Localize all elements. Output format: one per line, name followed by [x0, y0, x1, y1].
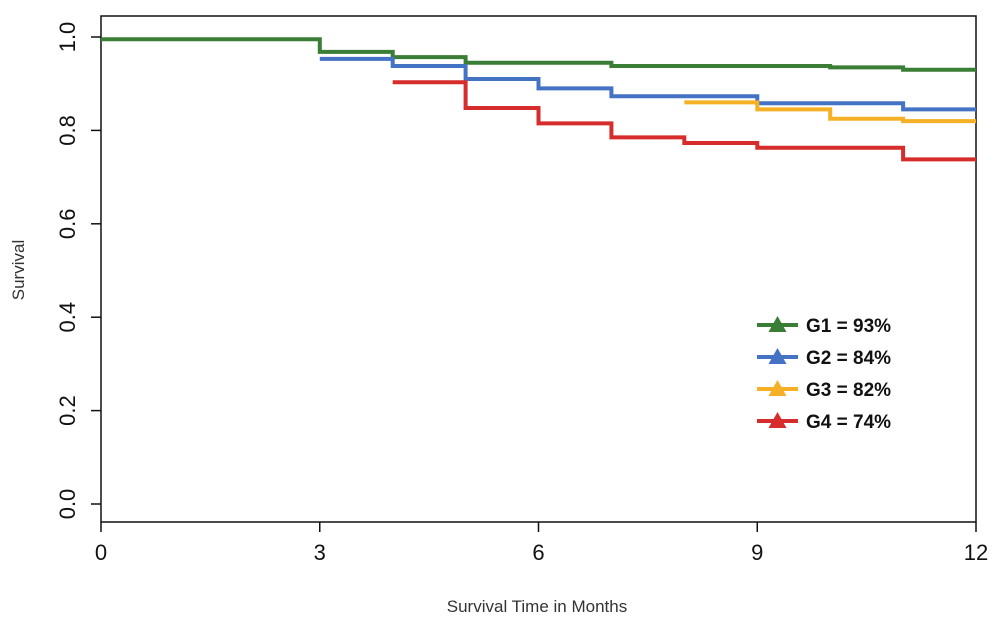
y-tick-label: 0.4	[55, 302, 80, 333]
legend-label-g3: G3 = 82%	[806, 380, 891, 401]
legend: G1 = 93% G2 = 84% G3 = 82% G4 = 74%	[757, 316, 891, 433]
y-tick-label: 0.2	[55, 395, 80, 426]
legend-triangle-icon	[768, 412, 787, 428]
y-axis-title: Survival	[9, 240, 28, 300]
y-tick-label: 0.6	[55, 209, 80, 240]
y-tick-label: 0.0	[55, 489, 80, 520]
legend-label-g2: G2 = 84%	[806, 348, 891, 369]
legend-triangle-icon	[768, 380, 787, 396]
series-line-g3	[684, 100, 976, 124]
series-lines	[101, 37, 976, 162]
axes: 0 3 6 9 12 0.0 0.2 0.4 0.6 0.8 1.0	[55, 15, 988, 565]
x-tick-label: 3	[314, 540, 326, 565]
x-tick-label: 6	[532, 540, 544, 565]
x-tick-label: 9	[751, 540, 763, 565]
x-tick-label: 12	[964, 540, 988, 565]
series-line-g4	[392, 80, 976, 162]
legend-triangle-icon	[768, 348, 787, 364]
legend-label-g1: G1 = 93%	[806, 316, 891, 337]
legend-label-g4: G4 = 74%	[806, 412, 891, 433]
plot-frame	[100, 15, 977, 523]
x-axis-title: Survival Time in Months	[447, 597, 627, 616]
legend-triangle-icon	[768, 316, 787, 332]
series-line-g1	[101, 37, 976, 72]
y-tick-label: 1.0	[55, 22, 80, 53]
series-line-g2	[319, 56, 976, 112]
y-tick-label: 0.8	[55, 115, 80, 146]
x-tick-label: 0	[95, 540, 107, 565]
